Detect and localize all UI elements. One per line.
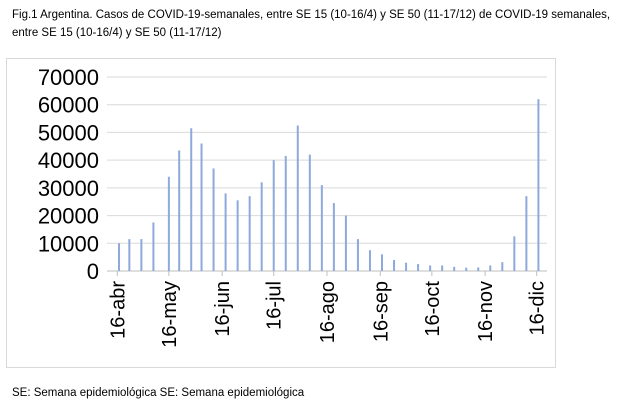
- data-bar: [453, 266, 456, 271]
- data-bar: [212, 168, 215, 271]
- data-bar: [477, 267, 480, 271]
- data-bar: [236, 200, 239, 271]
- y-tick-label: 30000: [38, 176, 99, 201]
- data-bar: [284, 155, 287, 271]
- data-bar: [224, 193, 227, 271]
- data-bar: [167, 176, 170, 271]
- data-bar: [200, 143, 203, 271]
- x-tick-label: 16-nov: [475, 281, 497, 342]
- data-bar: [525, 196, 528, 271]
- data-bar: [465, 267, 468, 271]
- x-tick-label: 16-jul: [264, 281, 286, 330]
- data-bar: [308, 154, 311, 271]
- data-bar: [178, 150, 181, 271]
- data-bar: [152, 222, 155, 271]
- x-tick-label: 16-oct: [422, 281, 444, 337]
- data-bar: [501, 262, 504, 271]
- data-bar: [128, 239, 131, 271]
- data-bar: [332, 203, 335, 271]
- y-tick-label: 60000: [38, 93, 99, 118]
- footnote: SE: Semana epidemiológica SE: Semana epi…: [12, 387, 305, 399]
- data-bar: [368, 250, 371, 271]
- data-bar: [344, 215, 347, 271]
- data-bar: [405, 262, 408, 271]
- y-tick-label: 40000: [38, 148, 99, 173]
- data-bar: [190, 128, 193, 271]
- data-bar: [489, 265, 492, 271]
- chart-frame: 0 10000 20000 30000 40000 50000 60000 70000 16-a…: [6, 58, 556, 368]
- data-bar: [393, 259, 396, 271]
- data-bar: [429, 265, 432, 271]
- data-bar: [356, 239, 359, 271]
- data-bar: [417, 264, 420, 271]
- data-bar: [320, 185, 323, 271]
- data-bar: [118, 243, 121, 271]
- y-tick-label: 0: [87, 259, 99, 284]
- data-bar: [260, 182, 263, 271]
- data-bar: [441, 265, 444, 271]
- x-tick-label: 16-ago: [317, 281, 339, 343]
- y-tick-label: 10000: [38, 231, 99, 256]
- x-tick-label: 16-abr: [107, 281, 129, 339]
- data-bar: [272, 160, 275, 271]
- y-tick-label: 50000: [38, 120, 99, 145]
- x-tick-label: 16-jun: [212, 281, 234, 337]
- data-bar: [140, 239, 143, 271]
- data-bar: [296, 125, 299, 271]
- y-tick-label: 70000: [38, 65, 99, 90]
- data-bar: [513, 236, 516, 271]
- x-tick-label: 16-dic: [527, 281, 549, 335]
- x-tick-label: 16-sep: [370, 281, 392, 342]
- x-tick-label: 16-may: [159, 281, 181, 348]
- data-bar: [537, 99, 540, 271]
- data-bar: [248, 196, 251, 271]
- y-tick-label: 20000: [38, 204, 99, 229]
- figure-caption: Fig.1 Argentina. Casos de COVID-19-seman…: [12, 9, 611, 39]
- data-bar: [381, 254, 383, 271]
